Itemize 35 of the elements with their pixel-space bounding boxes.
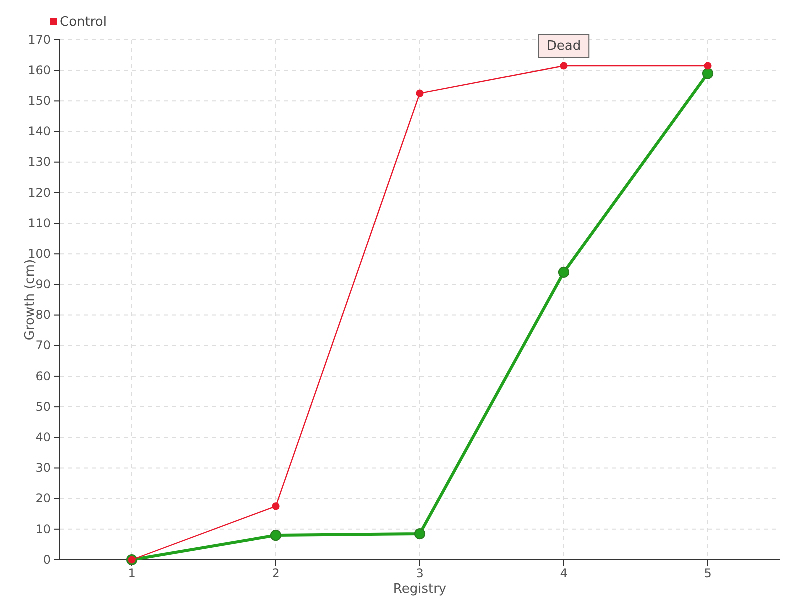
y-tick-label: 90 — [36, 278, 51, 292]
y-axis-title: Growth (cm) — [23, 259, 38, 341]
y-tick-label: 100 — [28, 246, 51, 261]
x-axis-title: Registry — [393, 582, 447, 597]
y-tick-label: 50 — [36, 400, 51, 414]
y-tick-label: 150 — [28, 94, 51, 108]
y-tick-label: 120 — [28, 186, 51, 200]
y-tick-label: 20 — [36, 492, 51, 506]
point — [416, 90, 424, 98]
point — [702, 68, 714, 80]
point — [560, 62, 568, 70]
y-tick-label: 170 — [28, 32, 51, 47]
y-tick-label: 80 — [36, 308, 51, 322]
y-tick-label: 130 — [28, 155, 51, 170]
y-tick-label: 30 — [36, 461, 51, 476]
y-tick-label: 140 — [28, 124, 51, 139]
x-tick-label: 1 — [128, 566, 136, 581]
y-tick-label: 60 — [36, 369, 51, 384]
y-tick-label: 70 — [36, 338, 51, 353]
y-tick-label: 160 — [28, 63, 51, 78]
y-tick-label: 40 — [36, 430, 51, 444]
annotation: Dead — [546, 39, 582, 54]
legend-label: Control — [60, 15, 107, 30]
x-tick-label: 4 — [560, 566, 568, 581]
point — [272, 502, 280, 510]
point — [558, 266, 570, 278]
y-tick-label: 0 — [43, 552, 51, 567]
y-tick-label: 110 — [28, 216, 51, 230]
point — [270, 530, 282, 542]
y-tick-label: 10 — [36, 522, 51, 536]
x-tick-label: 2 — [272, 566, 280, 581]
point — [704, 62, 712, 70]
point — [414, 528, 426, 540]
x-tick-label: 5 — [704, 566, 712, 581]
x-tick-label: 3 — [416, 566, 424, 581]
